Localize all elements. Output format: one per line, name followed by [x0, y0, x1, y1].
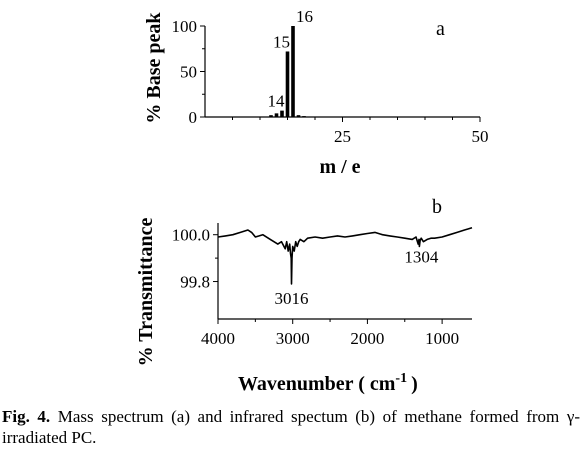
ir-spectrum-line [217, 226, 473, 285]
peak-bar-13 [274, 113, 279, 117]
peak-bar-14 [280, 110, 284, 117]
peak-bar-17 [296, 115, 301, 117]
x-axis-label-a: m / e [319, 156, 360, 178]
x-tick-label-a: 25 [334, 127, 351, 146]
y-tick-label-b: 100.0 [172, 226, 210, 245]
peak-bar-15 [285, 51, 290, 118]
y-axis-label-a: % Base peak [143, 12, 165, 124]
x-tick-label-a: 50 [472, 127, 489, 146]
y-tick-label-a: 0 [189, 108, 198, 127]
x-tick-label-b: 2000 [350, 329, 384, 348]
annotation-1304: 1304 [404, 247, 439, 266]
y-tick-label-a: 50 [180, 63, 197, 82]
panel-label-b: b [432, 196, 442, 218]
y-tick-label-b: 99.8 [180, 273, 210, 292]
x-axis-label-b: Wavenumber ( cm-1) [238, 371, 418, 395]
ir-spectrum-panel: b % Transmittance Wavenumber ( cm-1) 400… [135, 196, 473, 395]
peak-label-14: 14 [268, 92, 286, 111]
figure: % Base peak a m / e 25 50 0 50 100 14 15 16 b … [135, 7, 489, 395]
peak-label-16: 16 [296, 7, 313, 26]
caption-text: Mass spectrum (a) and infrared spectum (… [2, 407, 580, 447]
x-tick-label-b: 4000 [201, 329, 235, 348]
x-tick-label-b: 1000 [425, 329, 459, 348]
annotation-3016: 3016 [275, 289, 309, 308]
y-tick-label-a: 100 [172, 17, 198, 36]
peak-bar-18 [302, 116, 306, 117]
figure-caption: Fig. 4. Mass spectrum (a) and infrared s… [2, 406, 580, 448]
peak-bar-16 [291, 26, 295, 117]
peak-label-15: 15 [273, 32, 290, 51]
x-axis-label-b-sup: -1 [395, 371, 407, 386]
x-tick-label-b: 3000 [276, 329, 310, 348]
peak-bar-12 [269, 115, 273, 117]
mass-spectrum-panel: % Base peak a m / e 25 50 0 50 100 14 15 16 [143, 7, 489, 178]
y-axis-label-b: % Transmittance [135, 218, 157, 367]
caption-label: Fig. 4. [2, 407, 51, 426]
panel-label-a: a [436, 18, 445, 40]
